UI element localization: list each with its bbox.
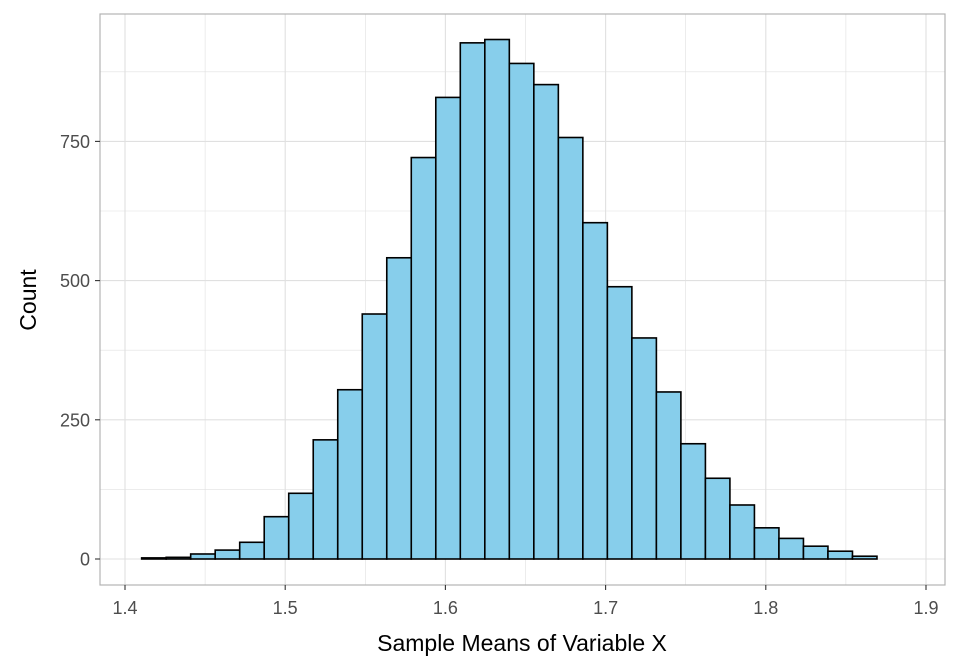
histogram-bar — [336, 388, 364, 560]
x-axis: 1.4 1.5 1.6 1.7 1.8 1.9 — [112, 585, 939, 618]
histogram-bar — [287, 492, 315, 560]
histogram-bar — [361, 313, 388, 560]
histogram-bar — [165, 556, 192, 560]
histogram-bar — [631, 337, 658, 560]
histogram-bar — [582, 221, 609, 560]
histogram-bar — [140, 557, 167, 560]
histogram-bar — [827, 550, 854, 560]
x-tick-label: 1.5 — [273, 598, 298, 618]
x-tick-label: 1.4 — [112, 598, 137, 618]
histogram-bar — [851, 555, 878, 560]
y-tick-label: 500 — [60, 271, 90, 291]
histogram-bar — [459, 42, 486, 560]
histogram-bar — [312, 439, 339, 560]
histogram-bar — [704, 477, 731, 560]
x-tick-label: 1.8 — [753, 598, 778, 618]
histogram-bar — [189, 553, 216, 560]
histogram-bar — [263, 515, 290, 560]
histogram-bar — [533, 83, 560, 560]
histogram-bar — [238, 541, 266, 560]
histogram-bar — [410, 156, 437, 560]
histogram-bar — [385, 256, 413, 560]
x-tick-label: 1.6 — [433, 598, 458, 618]
plot-panel-border — [99, 13, 946, 586]
y-axis: 0 250 500 750 — [60, 132, 100, 570]
x-tick-label: 1.7 — [593, 598, 618, 618]
y-tick-label: 0 — [80, 550, 90, 570]
x-tick-label: 1.9 — [913, 598, 938, 618]
histogram-bar — [214, 549, 241, 560]
histogram-bar — [484, 38, 511, 560]
histogram-bar — [655, 391, 682, 560]
histogram-bar — [729, 504, 756, 560]
y-tick-label: 750 — [60, 132, 90, 152]
histogram-bar — [680, 442, 707, 560]
histogram-bar — [778, 537, 805, 560]
histogram-bar — [802, 545, 829, 560]
histogram-bar — [508, 62, 535, 560]
histogram-bar — [557, 136, 584, 560]
y-tick-label: 250 — [60, 410, 90, 430]
histogram-bar — [606, 285, 633, 560]
y-axis-title: Count — [15, 269, 41, 331]
histogram-bars — [140, 38, 878, 560]
x-axis-title: Sample Means of Variable X — [377, 630, 667, 656]
histogram-bar — [434, 96, 462, 560]
histogram-bar — [753, 527, 780, 560]
